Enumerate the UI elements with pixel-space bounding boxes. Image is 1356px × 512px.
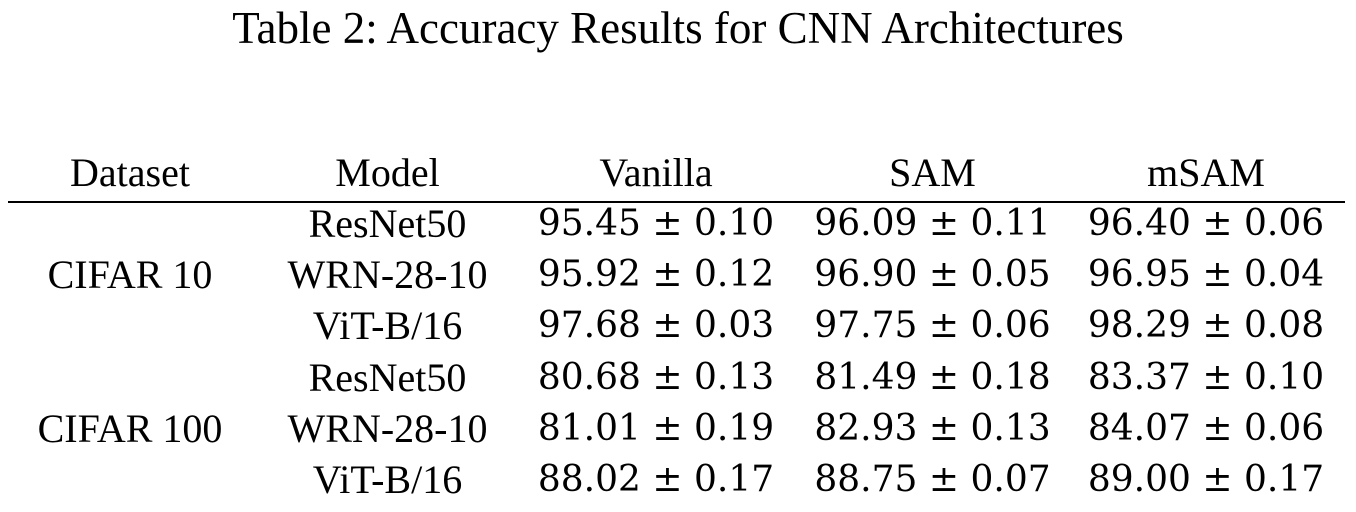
header-sam: SAM: [889, 150, 976, 195]
header-rule: [8, 201, 1345, 203]
msam-cell: 96.95 ± 0.04: [1087, 254, 1325, 295]
dataset-label: CIFAR 100: [37, 406, 223, 451]
model-cell: ResNet50: [308, 355, 467, 400]
header-dataset: Dataset: [70, 150, 190, 195]
vanilla-cell: 95.92 ± 0.12: [537, 254, 775, 295]
table-caption: Table 2: Accuracy Results for CNN Archit…: [232, 3, 1124, 53]
model-cell: ResNet50: [308, 201, 467, 246]
msam-cell: 84.07 ± 0.06: [1087, 408, 1325, 449]
model-cell: WRN-28-10: [287, 252, 488, 297]
dataset-label: CIFAR 10: [47, 252, 213, 297]
vanilla-cell: 95.45 ± 0.10: [537, 203, 775, 244]
model-cell: ViT-B/16: [312, 303, 463, 348]
vanilla-cell: 81.01 ± 0.19: [537, 408, 775, 449]
sam-cell: 81.49 ± 0.18: [814, 357, 1051, 398]
vanilla-cell: 97.68 ± 0.03: [537, 305, 775, 346]
msam-cell: 98.29 ± 0.08: [1087, 305, 1325, 346]
model-cell: ViT-B/16: [312, 457, 463, 502]
model-cell: WRN-28-10: [287, 406, 488, 451]
msam-cell: 89.00 ± 0.17: [1087, 459, 1325, 500]
sam-cell: 88.75 ± 0.07: [814, 459, 1051, 500]
sam-cell: 96.90 ± 0.05: [814, 254, 1051, 295]
vanilla-cell: 88.02 ± 0.17: [537, 459, 775, 500]
header-model: Model: [335, 150, 440, 195]
sam-cell: 96.09 ± 0.11: [814, 203, 1051, 244]
vanilla-cell: 80.68 ± 0.13: [537, 357, 775, 398]
msam-cell: 96.40 ± 0.06: [1087, 203, 1325, 244]
header-msam: mSAM: [1147, 150, 1265, 195]
msam-cell: 83.37 ± 0.10: [1087, 357, 1325, 398]
sam-cell: 82.93 ± 0.13: [814, 408, 1051, 449]
sam-cell: 97.75 ± 0.06: [814, 305, 1051, 346]
header-vanilla: Vanilla: [599, 150, 713, 195]
